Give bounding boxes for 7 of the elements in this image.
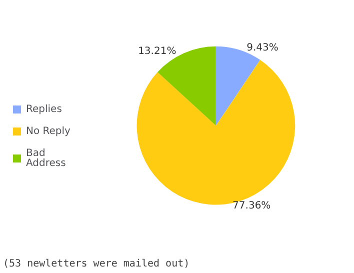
legend-label: Replies [26,104,62,115]
data-label: 77.36% [232,200,271,212]
data-label: 13.21% [138,46,176,57]
text: (53 newletters were mailed out) [3,258,190,270]
data-label: 9.43% [246,42,278,54]
legend-label: No Reply [26,126,71,137]
legend-label: Bad Address [26,148,66,169]
